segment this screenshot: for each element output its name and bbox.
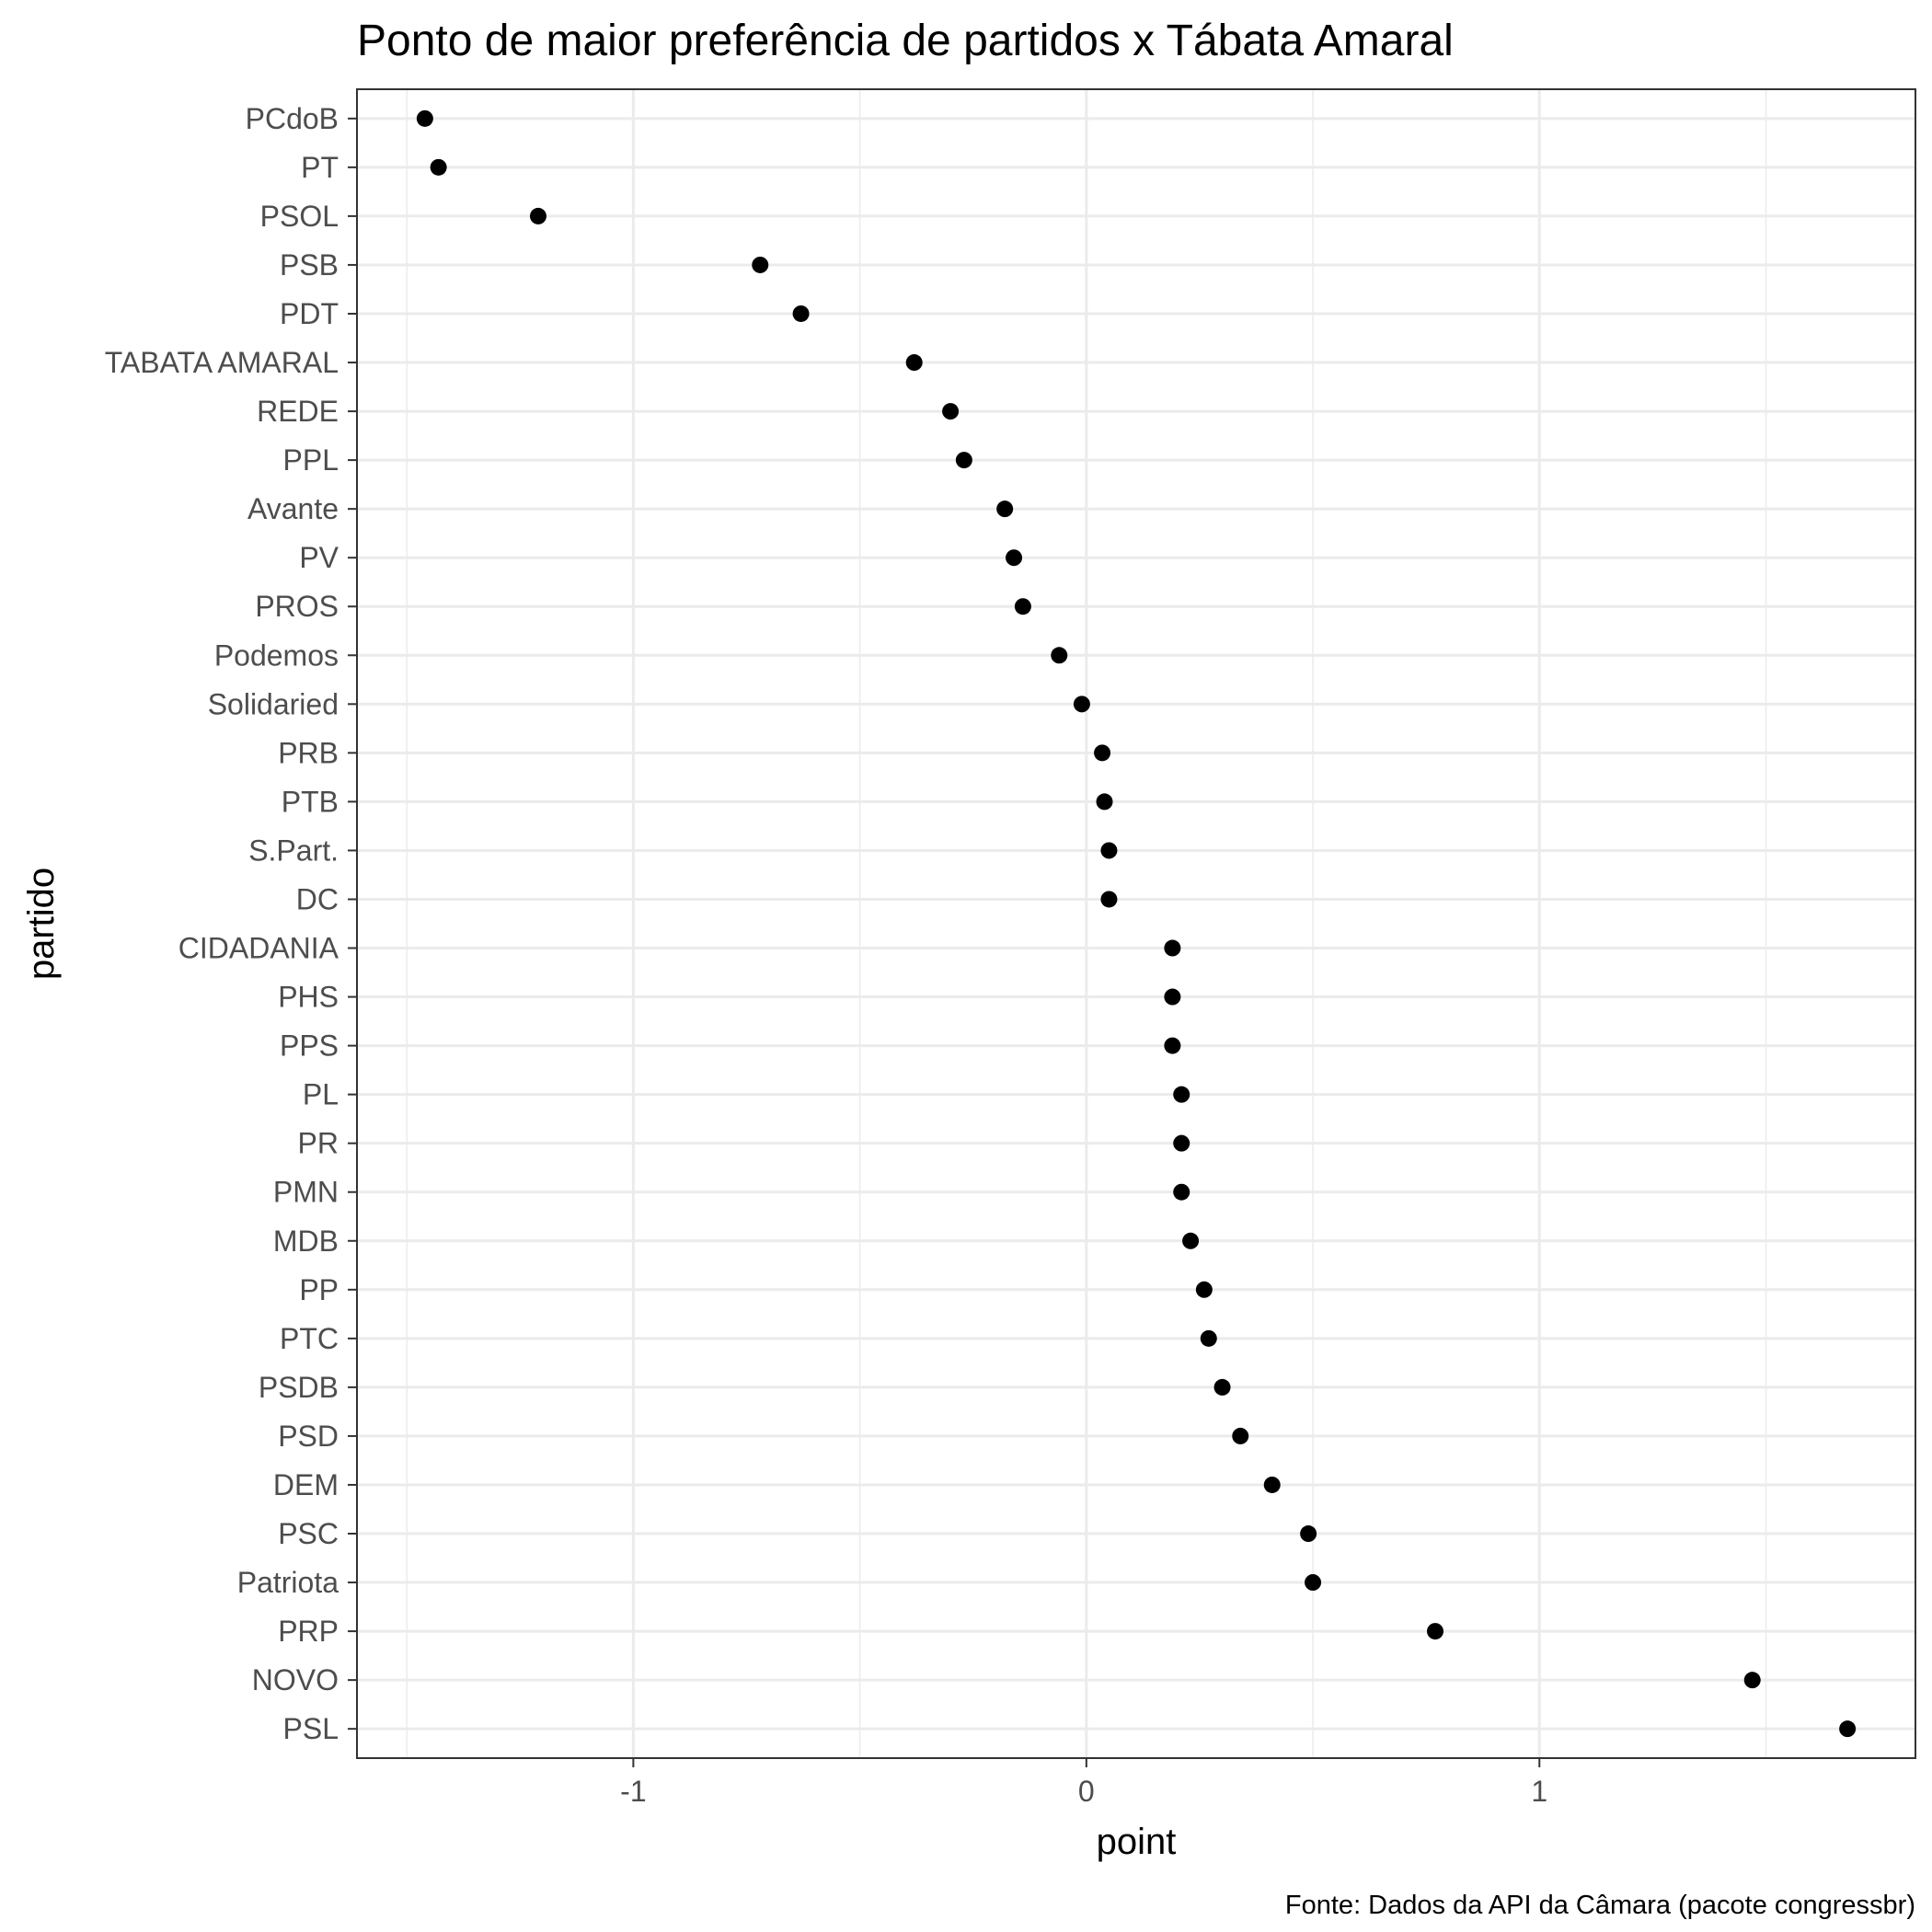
y-tick-label: PMN (273, 1176, 339, 1209)
data-point (1006, 549, 1023, 567)
data-point (1164, 1037, 1181, 1054)
data-point (792, 305, 810, 322)
y-tick-label: PRB (278, 736, 339, 769)
data-point (1263, 1476, 1281, 1493)
data-point (1100, 891, 1118, 908)
data-point (1427, 1623, 1444, 1640)
y-tick-label: PSD (278, 1420, 339, 1453)
minor-gridlines (406, 89, 1767, 1758)
y-tick-label: PTC (280, 1322, 339, 1355)
data-point (955, 452, 972, 469)
y-tick-label: PDT (280, 297, 339, 330)
data-point (1173, 1134, 1190, 1152)
x-tick-label: 1 (1531, 1775, 1547, 1808)
y-tick-label: PV (299, 541, 339, 574)
y-tick-label: PT (301, 151, 339, 184)
data-point (1094, 744, 1111, 762)
data-point (942, 403, 960, 420)
data-point (1051, 647, 1068, 664)
data-point (1300, 1525, 1317, 1543)
y-tick-label: NOVO (252, 1663, 339, 1696)
data-point (1164, 939, 1181, 957)
y-tick-label: PROS (255, 590, 339, 623)
data-point (1073, 696, 1090, 713)
data-point (1014, 598, 1031, 615)
data-point (1305, 1574, 1322, 1592)
y-tick-label: CIDADANIA (178, 932, 339, 965)
data-point (529, 207, 546, 224)
major-gridlines (357, 89, 1915, 1758)
data-point (1200, 1329, 1217, 1347)
y-tick-label: Patriota (237, 1566, 339, 1599)
y-tick-label: PR (298, 1127, 339, 1160)
data-point (1100, 842, 1118, 859)
data-point (1164, 988, 1181, 1006)
x-tick-label: -1 (620, 1775, 646, 1808)
y-tick-label: PRP (278, 1615, 339, 1648)
data-point (1213, 1378, 1231, 1396)
data-point (905, 354, 923, 372)
y-axis: PCdoB PT PSOL PSB PDT TABATA AMARAL REDE PPL Ava… (105, 102, 357, 1745)
data-point (752, 256, 769, 273)
data-point (416, 109, 433, 127)
y-tick-label: S.Part. (248, 834, 339, 867)
data-point (996, 500, 1014, 518)
data-point (1839, 1720, 1857, 1738)
y-tick-label: PP (299, 1273, 339, 1306)
y-tick-label: PSOL (260, 200, 339, 233)
y-tick-label: PSB (280, 248, 339, 282)
y-tick-label: PCdoB (246, 102, 339, 135)
x-tick-label: 0 (1078, 1775, 1095, 1808)
y-tick-label: MDB (273, 1225, 339, 1258)
y-tick-label: PPS (280, 1029, 339, 1063)
data-point (1232, 1427, 1249, 1444)
y-tick-label: Podemos (214, 638, 339, 672)
y-tick-label: Avante (247, 492, 339, 525)
chart-caption: Fonte: Dados da API da Câmara (pacote co… (1285, 1891, 1915, 1920)
y-tick-label: PSL (283, 1712, 339, 1745)
y-tick-label: PSC (278, 1517, 339, 1550)
data-points (416, 109, 1857, 1738)
data-point (1195, 1281, 1213, 1298)
y-tick-label: DC (296, 882, 339, 915)
y-tick-label: PSDB (259, 1371, 339, 1404)
plot-border (356, 88, 1916, 1759)
y-tick-label: PHS (278, 981, 339, 1014)
y-tick-label: TABATA AMARAL (105, 346, 339, 379)
chart-title: Ponto de maior preferência de partidos x… (357, 17, 1454, 65)
data-point (1173, 1086, 1190, 1103)
y-axis-title: partido (21, 868, 62, 980)
y-tick-label: PPL (283, 443, 339, 477)
x-axis-title: point (1097, 1822, 1177, 1862)
y-tick-label: REDE (257, 395, 339, 428)
data-point (1096, 793, 1113, 811)
data-point (1173, 1183, 1190, 1201)
y-tick-label: PTB (282, 785, 339, 818)
x-axis: -1 0 1 (620, 1758, 1547, 1808)
data-point (1743, 1672, 1761, 1689)
y-tick-label: Solidaried (208, 687, 339, 720)
plot-background (357, 89, 1915, 1758)
data-point (1182, 1232, 1200, 1249)
y-tick-label: DEM (273, 1468, 339, 1501)
y-tick-label: PL (303, 1078, 339, 1111)
data-point (430, 158, 447, 176)
